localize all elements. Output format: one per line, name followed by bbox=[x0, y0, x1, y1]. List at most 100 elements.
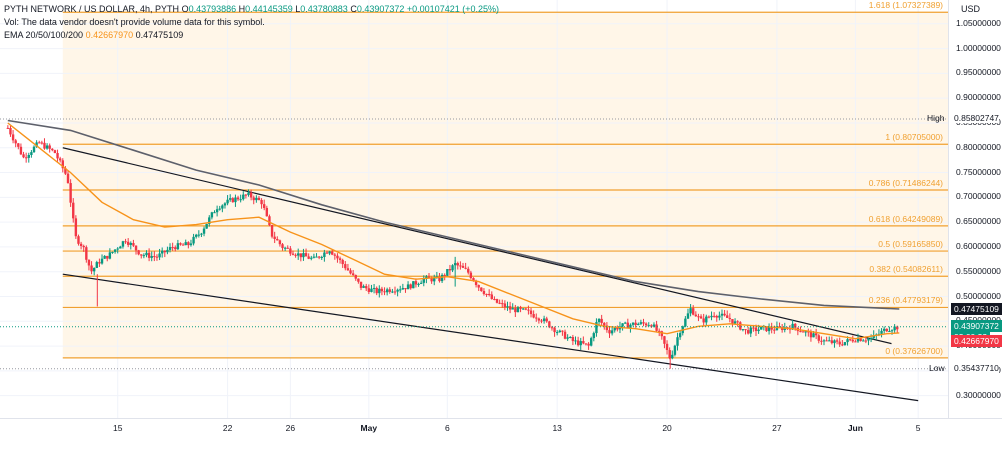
candle-body bbox=[147, 252, 151, 258]
candle-body bbox=[676, 337, 679, 346]
candle-body bbox=[587, 343, 590, 346]
candle-body bbox=[825, 340, 828, 342]
candle-body bbox=[315, 256, 318, 258]
candle-body bbox=[571, 336, 575, 342]
candle-body bbox=[124, 241, 127, 243]
candle-body bbox=[106, 255, 109, 259]
candle-body bbox=[22, 154, 25, 158]
candle-body bbox=[529, 310, 533, 315]
time-tick-label: 13 bbox=[552, 423, 562, 433]
candle-body bbox=[228, 198, 232, 200]
time-tick-label: Jun bbox=[847, 423, 863, 433]
candle-body bbox=[828, 340, 831, 342]
candle-body bbox=[27, 154, 30, 158]
ema-legend[interactable]: EMA 20/50/100/200 0.42667970 0.47475109 bbox=[4, 30, 183, 40]
candle-body bbox=[637, 323, 640, 326]
candle-body bbox=[621, 323, 624, 327]
candle-body bbox=[736, 321, 739, 323]
candle-body bbox=[312, 256, 316, 258]
candle-body bbox=[252, 197, 255, 201]
currency-label[interactable]: USD bbox=[961, 4, 981, 14]
candle-body bbox=[72, 202, 75, 219]
candle-body bbox=[498, 302, 501, 304]
candle-body bbox=[221, 205, 224, 209]
candle-body bbox=[741, 329, 745, 331]
candle-body bbox=[493, 298, 496, 300]
candle-body bbox=[383, 291, 386, 293]
candle-body bbox=[603, 322, 606, 326]
candle-body bbox=[213, 212, 216, 214]
price-tick-label: 0.75000000 bbox=[956, 166, 1001, 177]
candle-body bbox=[752, 327, 755, 329]
price-tick-label: 0.55000000 bbox=[956, 265, 1001, 276]
candle-body bbox=[231, 198, 235, 203]
price-axis[interactable]: 0.300000000.350000000.400000000.45000000… bbox=[948, 0, 1002, 418]
candle-body bbox=[43, 142, 46, 149]
candle-body bbox=[843, 342, 847, 345]
candle-body bbox=[317, 256, 321, 258]
symbol-header: PYTH NETWORK / US DOLLAR, 4h, PYTH O0.43… bbox=[4, 4, 499, 14]
candle-body bbox=[134, 245, 138, 251]
price-chart[interactable] bbox=[0, 0, 948, 418]
candle-body bbox=[749, 327, 752, 334]
candle-body bbox=[443, 274, 446, 276]
candle-body bbox=[45, 145, 49, 149]
candle-body bbox=[524, 308, 527, 310]
candle-body bbox=[425, 276, 428, 279]
candle-body bbox=[854, 341, 857, 343]
candle-body bbox=[799, 331, 802, 333]
candle-body bbox=[794, 323, 797, 328]
candle-body bbox=[427, 276, 431, 279]
candle-body bbox=[508, 306, 512, 310]
candle-body bbox=[153, 256, 156, 258]
candle-body bbox=[888, 330, 891, 332]
candle-body bbox=[208, 217, 211, 224]
candle-body bbox=[14, 140, 17, 144]
candle-body bbox=[40, 142, 44, 144]
candle-body bbox=[145, 252, 148, 256]
candle-body bbox=[841, 344, 844, 346]
price-tick-label: 0.90000000 bbox=[956, 92, 1001, 103]
candle-body bbox=[113, 249, 117, 252]
price-tick-label: 0.50000000 bbox=[956, 290, 1001, 301]
last-price-tag: 0.43907372 bbox=[951, 319, 1002, 332]
candle-body bbox=[869, 338, 873, 340]
candle-body bbox=[699, 316, 703, 319]
candle-body bbox=[286, 247, 289, 249]
candle-body bbox=[294, 254, 297, 256]
candle-body bbox=[325, 252, 329, 254]
candle-body bbox=[6, 127, 10, 129]
candle-body bbox=[623, 322, 627, 324]
candle-body bbox=[92, 267, 96, 272]
candle-body bbox=[365, 286, 368, 289]
candle-body bbox=[263, 204, 266, 208]
candle-body bbox=[521, 308, 525, 310]
candle-body bbox=[692, 308, 695, 315]
candle-body bbox=[537, 318, 541, 321]
candle-body bbox=[519, 307, 522, 309]
candle-body bbox=[433, 277, 436, 282]
candle-body bbox=[644, 323, 648, 326]
candle-body bbox=[616, 327, 619, 330]
candle-body bbox=[257, 197, 261, 200]
time-tick-label: 27 bbox=[772, 423, 782, 433]
time-axis[interactable]: 15 22 26 May 6 13 20 27 Jun 5 bbox=[0, 418, 1002, 461]
candle-body bbox=[707, 316, 711, 318]
candle-body bbox=[412, 281, 415, 289]
candle-body bbox=[566, 337, 569, 339]
fib-level-label: 0.786 (0.71486244) bbox=[868, 177, 943, 188]
open-label: O bbox=[181, 4, 189, 14]
candle-body bbox=[268, 216, 271, 226]
candle-body bbox=[82, 245, 85, 248]
candle-body bbox=[702, 318, 705, 323]
candle-body bbox=[357, 278, 360, 282]
candle-body bbox=[158, 253, 161, 258]
candle-body bbox=[132, 243, 135, 246]
price-tick-label: 0.30000000 bbox=[956, 389, 1001, 400]
candle-body bbox=[406, 284, 410, 290]
ema-200-line bbox=[7, 119, 900, 310]
candle-body bbox=[223, 203, 227, 206]
candle-body bbox=[349, 270, 352, 274]
candle-body bbox=[511, 308, 514, 310]
candle-body bbox=[11, 134, 15, 141]
